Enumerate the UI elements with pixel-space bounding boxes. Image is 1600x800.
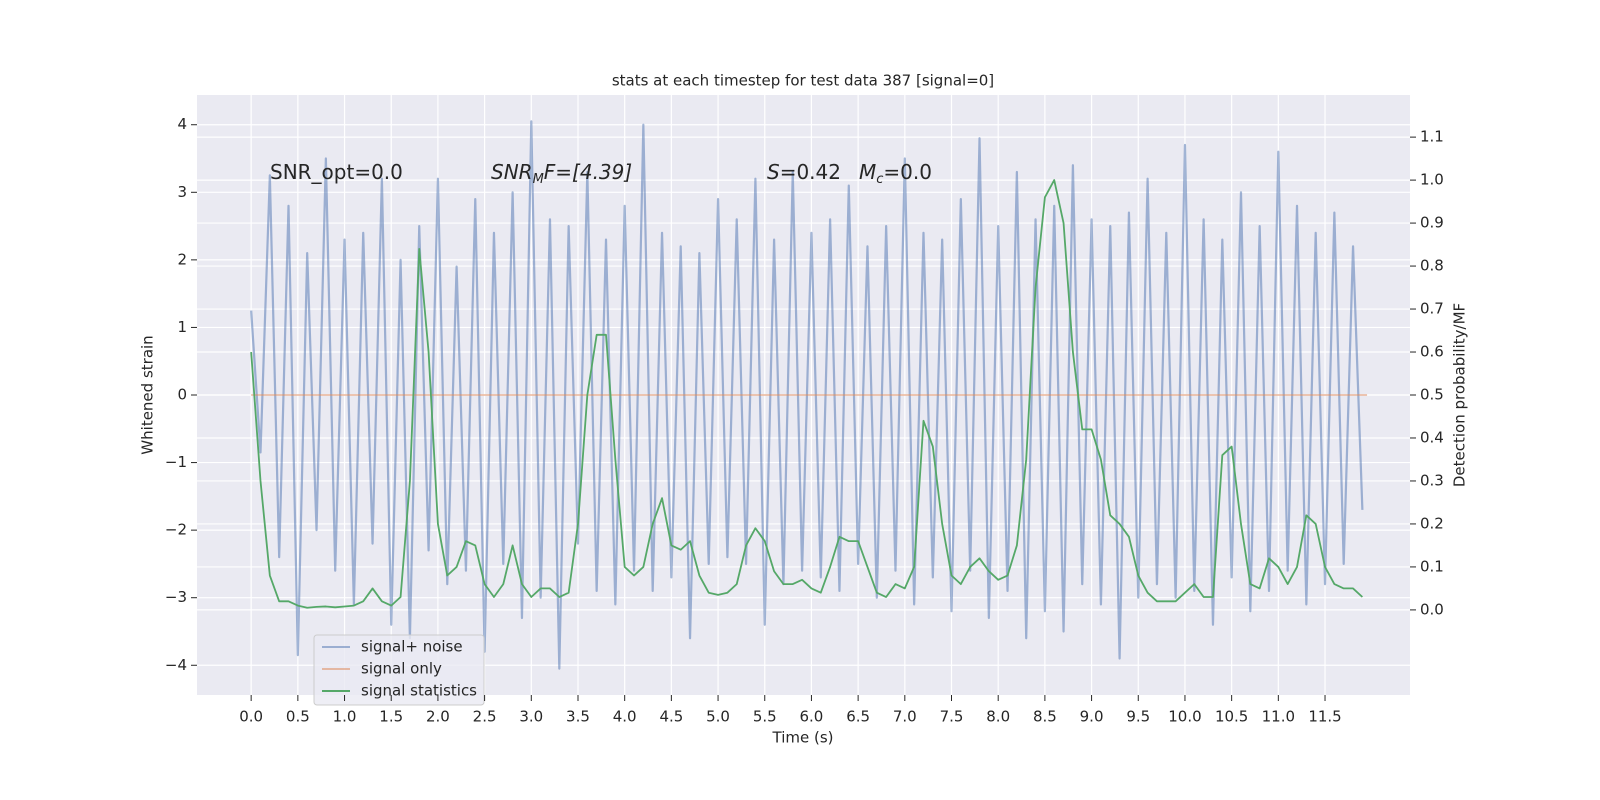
y-tick-label: −1 [165,453,187,471]
legend: signal+ noise signal only signal statistic… [313,634,485,706]
x-tick-label: 9.5 [1126,708,1150,726]
annotation-text: F=[4.39] [544,160,632,184]
x-tick-label: 2.0 [426,708,450,726]
x-tick-label: 4.0 [613,708,637,726]
y-tick-label: 2 [177,250,187,268]
x-tick-label: 0.5 [286,708,310,726]
y-tick-label: −4 [165,656,187,674]
annotation-text: =0.42 [780,160,841,184]
x-tick-label: 0.0 [239,708,263,726]
y2-tick-label: 0.0 [1420,600,1444,618]
y2-axis-label: Detection probability/MF [1451,303,1469,487]
x-tick-label: 10.0 [1168,708,1201,726]
x-tick-label: 9.0 [1080,708,1104,726]
y2-tick-label: 0.6 [1420,343,1444,361]
y-axis-label: Whitened strain [139,335,157,454]
y2-tick-label: 0.4 [1420,428,1444,446]
x-tick-label: 1.0 [333,708,357,726]
x-tick-label: 3.5 [566,708,590,726]
x-tick-label: 6.5 [846,708,870,726]
y-tick-label: 3 [177,183,187,201]
x-tick-label: 1.5 [379,708,403,726]
x-tick-label: 3.0 [519,708,543,726]
x-tick-label: 11.5 [1308,708,1341,726]
x-tick-label: 2.5 [473,708,497,726]
annotation-text: =0.0 [883,160,932,184]
annotation-text: M [533,172,544,187]
chart-title: stats at each timestep for test data 387… [612,72,994,90]
annotation: Mc=0.0 [859,160,932,187]
x-tick-label: 8.0 [986,708,1010,726]
marks [250,120,1368,670]
legend-label: signal statistics [361,682,477,700]
x-tick-label: 7.5 [940,708,964,726]
x-tick-label: 11.0 [1262,708,1295,726]
x-tick-label: 5.0 [706,708,730,726]
annotation-text: M [859,160,876,184]
y2-tick-label: 0.5 [1420,386,1444,404]
y2-tick-label: 0.8 [1420,257,1444,275]
annotation: SNR_opt=0.0 [270,160,403,184]
annotation-text: S [767,160,780,184]
y2-tick-label: 0.3 [1420,471,1444,489]
annotation-text: SNR_opt=0.0 [270,160,403,184]
x-tick-label: 7.0 [893,708,917,726]
y-tick-label: −2 [165,521,187,539]
y-tick-label: −3 [165,588,187,606]
annotation-text: c [876,172,883,187]
x-axis-label: Time (s) [772,729,834,747]
y2-tick-label: 0.2 [1420,514,1444,532]
x-tick-label: 10.5 [1215,708,1248,726]
y2-tick-label: 0.7 [1420,300,1444,318]
series-line [250,179,1363,609]
x-tick-label: 4.5 [659,708,683,726]
annotation: S=0.42 [767,160,841,184]
series-line [250,120,1364,670]
x-tick-label: 5.5 [753,708,777,726]
x-tick-label: 8.5 [1033,708,1057,726]
legend-box [313,634,485,706]
annotation: SNRMF=[4.39] [491,160,632,187]
y-tick-label: 0 [177,386,187,404]
y2-tick-label: 0.9 [1420,214,1444,232]
annotation-text: SNR [491,160,533,184]
y-tick-label: 4 [177,115,187,133]
x-tick-label: 6.0 [800,708,824,726]
legend-label: signal only [361,660,442,678]
y2-tick-label: 1.0 [1420,171,1444,189]
legend-label: signal+ noise [361,638,463,656]
y2-tick-label: 0.1 [1420,557,1444,575]
y-tick-label: 1 [177,318,187,336]
y2-tick-label: 1.1 [1420,128,1444,146]
